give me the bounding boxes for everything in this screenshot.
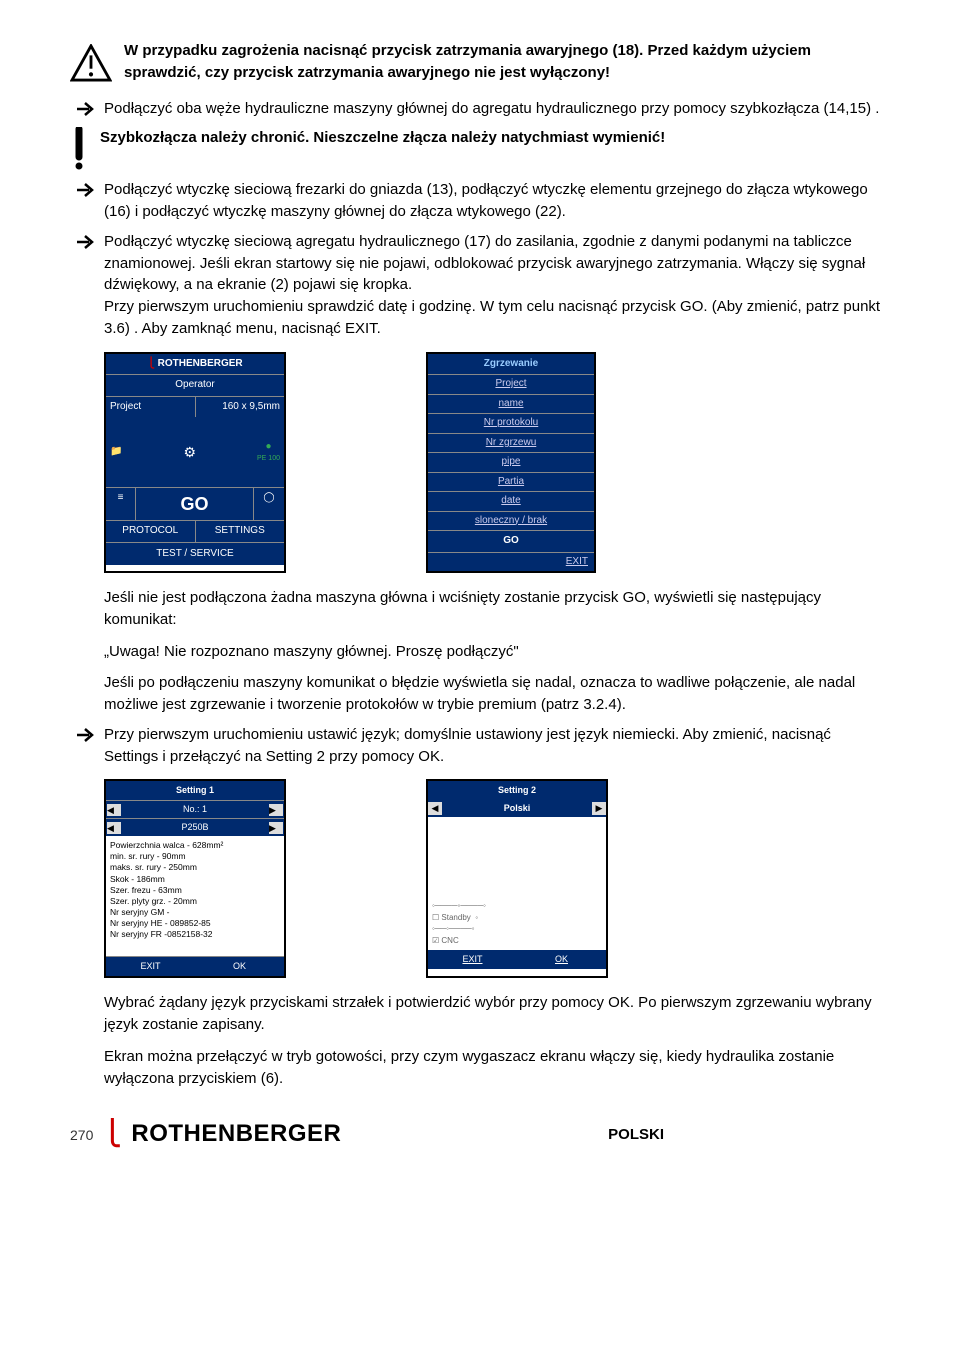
setting1-no: No.: 1 bbox=[122, 801, 268, 818]
brand-name: ROTHENBERGER bbox=[131, 1117, 341, 1152]
exit-button[interactable]: EXIT bbox=[428, 950, 517, 969]
brand-pipe-icon: ⎩ bbox=[103, 1117, 121, 1152]
standby-block: ◦────◦────◦ ☐ Standby ◦ ◦──◦────◦ ☑ CNC bbox=[432, 900, 486, 946]
step-2-text: Podłączyć wtyczkę sieciową frezarki do g… bbox=[104, 179, 884, 223]
screens-row-1: ⎩ ROTHENBERGER Operator Project160 x 9,5… bbox=[104, 352, 884, 574]
screen-zgrzewanie: Zgrzewanie Project name Nr protokolu Nr … bbox=[426, 352, 596, 574]
step-3a-text: Podłączyć wtyczkę sieciową agregatu hydr… bbox=[104, 231, 884, 296]
list-icon: ≡ bbox=[106, 488, 136, 520]
line-zgrzewu[interactable]: Nr zgrzewu bbox=[428, 433, 594, 453]
warning-text: W przypadku zagrożenia nacisnąć przycisk… bbox=[124, 40, 884, 84]
line-date[interactable]: date bbox=[428, 491, 594, 511]
settings-button[interactable]: SETTINGS bbox=[196, 521, 285, 542]
note-1: Szybkozłącza należy chronić. Nieszczelne… bbox=[70, 127, 884, 171]
arrow-right-icon bbox=[76, 233, 94, 251]
ok-button[interactable]: OK bbox=[517, 950, 606, 969]
warning-triangle-icon bbox=[70, 44, 112, 82]
ok-button[interactable]: OK bbox=[195, 957, 284, 976]
step-4-text: Przy pierwszym uruchomieniu ustawić języ… bbox=[104, 724, 884, 768]
screens-row-2: Setting 1 ◀No.: 1▶ ◀P250B▶ Powierzchnia … bbox=[104, 779, 884, 978]
circle-icon: ◯ bbox=[254, 488, 284, 520]
screen-a-brand: ROTHENBERGER bbox=[158, 358, 243, 369]
screen-setting-2: Setting 2 ◀Polski▶ ◦────◦────◦ ☐ Standby… bbox=[426, 779, 608, 978]
prev-icon[interactable]: ◀ bbox=[107, 804, 121, 816]
exclamation-icon bbox=[70, 127, 88, 171]
note-1-text: Szybkozłącza należy chronić. Nieszczelne… bbox=[100, 127, 665, 149]
step-4: Przy pierwszym uruchomieniu ustawić języ… bbox=[70, 724, 884, 768]
screen-a-operator: Operator bbox=[106, 374, 284, 396]
para-2: „Uwaga! Nie rozpoznano maszyny głównej. … bbox=[104, 641, 884, 663]
line-protokolu[interactable]: Nr protokolu bbox=[428, 413, 594, 433]
screen-b-title: Zgrzewanie bbox=[428, 354, 594, 375]
screen-a-project: Project bbox=[106, 397, 196, 418]
para-1: Jeśli nie jest podłączona żadna maszyna … bbox=[104, 587, 884, 631]
page-footer: 270 ⎩ ROTHENBERGER POLSKI bbox=[70, 1117, 884, 1152]
setting2-lang: Polski bbox=[442, 800, 592, 817]
screen-setting-1: Setting 1 ◀No.: 1▶ ◀P250B▶ Powierzchnia … bbox=[104, 779, 286, 978]
page-number: 270 bbox=[70, 1125, 93, 1145]
folder-icon: 📁 bbox=[110, 445, 122, 460]
next-icon[interactable]: ▶ bbox=[269, 804, 283, 816]
setting1-title: Setting 1 bbox=[106, 781, 284, 800]
go-button[interactable]: GO bbox=[428, 530, 594, 552]
test-service-button[interactable]: TEST / SERVICE bbox=[106, 542, 284, 566]
prev-icon[interactable]: ◀ bbox=[107, 822, 121, 834]
exit-button[interactable]: EXIT bbox=[428, 552, 594, 572]
setting1-specs: Powierzchnia walca - 628mm² min. sr. rur… bbox=[106, 836, 284, 956]
para-3: Jeśli po podłączeniu maszyny komunikat o… bbox=[104, 672, 884, 716]
line-project[interactable]: Project bbox=[428, 374, 594, 394]
next-icon[interactable]: ▶ bbox=[592, 802, 606, 815]
setting1-model: P250B bbox=[122, 819, 268, 836]
step-2: Podłączyć wtyczkę sieciową frezarki do g… bbox=[70, 179, 884, 223]
step-3: Podłączyć wtyczkę sieciową agregatu hydr… bbox=[70, 231, 884, 340]
line-name[interactable]: name bbox=[428, 394, 594, 414]
step-1-text: Podłączyć oba węże hydrauliczne maszyny … bbox=[104, 98, 879, 120]
setting2-title: Setting 2 bbox=[428, 781, 606, 800]
go-button[interactable]: GO bbox=[136, 488, 254, 520]
step-3b-text: Przy pierwszym uruchomieniu sprawdzić da… bbox=[104, 296, 884, 340]
status-circle-icon: ●PE 100 bbox=[257, 440, 280, 465]
arrow-right-icon bbox=[76, 726, 94, 744]
machine-icon: ⚙ bbox=[183, 442, 196, 462]
warning-block: W przypadku zagrożenia nacisnąć przycisk… bbox=[70, 40, 884, 84]
para-4: Wybrać żądany język przyciskami strzałek… bbox=[104, 992, 884, 1036]
footer-language: POLSKI bbox=[608, 1124, 664, 1146]
arrow-right-icon bbox=[76, 181, 94, 199]
protocol-button[interactable]: PROTOCOL bbox=[106, 521, 196, 542]
line-weather[interactable]: sloneczny / brak bbox=[428, 511, 594, 531]
screen-a-dim: 160 x 9,5mm bbox=[196, 397, 285, 418]
prev-icon[interactable]: ◀ bbox=[428, 802, 442, 815]
line-pipe[interactable]: pipe bbox=[428, 452, 594, 472]
next-icon[interactable]: ▶ bbox=[269, 822, 283, 834]
step-1: Podłączyć oba węże hydrauliczne maszyny … bbox=[70, 98, 884, 120]
para-5: Ekran można przełączyć w tryb gotowości,… bbox=[104, 1046, 884, 1090]
arrow-right-icon bbox=[76, 100, 94, 118]
screen-operator: ⎩ ROTHENBERGER Operator Project160 x 9,5… bbox=[104, 352, 286, 574]
line-partia[interactable]: Partia bbox=[428, 472, 594, 492]
exit-button[interactable]: EXIT bbox=[106, 957, 195, 976]
